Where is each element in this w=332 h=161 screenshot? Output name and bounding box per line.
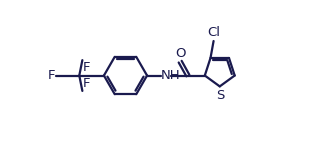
- Text: F: F: [83, 77, 91, 90]
- Text: NH: NH: [161, 69, 181, 82]
- Text: Cl: Cl: [207, 26, 220, 39]
- Text: O: O: [175, 47, 185, 60]
- Text: F: F: [48, 69, 55, 82]
- Text: F: F: [83, 61, 91, 74]
- Text: S: S: [216, 89, 225, 102]
